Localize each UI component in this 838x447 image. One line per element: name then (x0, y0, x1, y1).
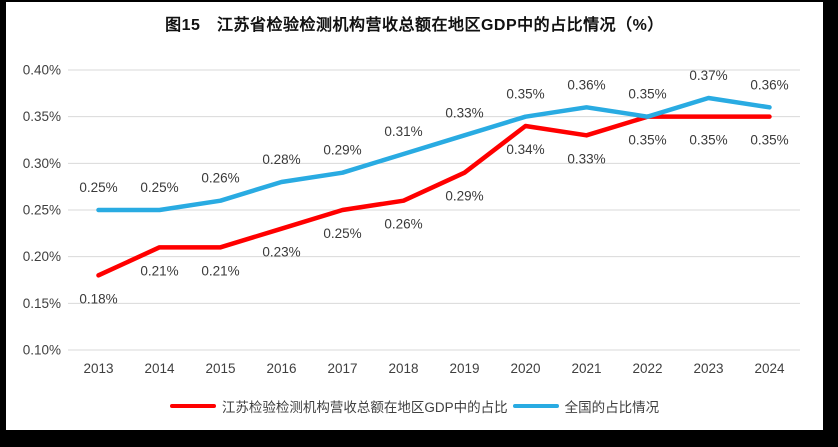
data-point-label: 0.29% (323, 143, 361, 158)
x-axis-tick-label: 2019 (449, 361, 479, 376)
y-axis-tick-label: 0.10% (23, 343, 61, 358)
data-point-label: 0.35% (689, 133, 727, 148)
data-point-label: 0.35% (628, 87, 666, 102)
data-point-label: 0.37% (689, 68, 727, 83)
x-axis-tick-label: 2018 (388, 361, 418, 376)
x-axis-tick-label: 2013 (83, 361, 113, 376)
x-axis-tick-label: 2015 (205, 361, 235, 376)
data-point-label: 0.21% (140, 263, 178, 278)
legend-label-national: 全国的占比情况 (564, 400, 660, 415)
data-point-label: 0.23% (262, 245, 300, 260)
legend-line-red-icon (169, 404, 216, 408)
y-axis-tick-label: 0.20% (23, 249, 61, 264)
data-point-label: 0.34% (506, 142, 544, 157)
data-point-label: 0.21% (201, 263, 239, 278)
data-point-label: 0.35% (750, 133, 788, 148)
data-point-label: 0.25% (323, 226, 361, 241)
data-point-label: 0.35% (506, 87, 544, 102)
chart-legend: 江苏检验检测机构营收总额在地区GDP中的占比 全国的占比情况 (6, 395, 823, 417)
x-axis-tick-label: 2024 (754, 361, 785, 376)
x-axis-tick-label: 2023 (693, 361, 723, 376)
data-point-label: 0.25% (79, 180, 117, 195)
y-axis-tick-label: 0.35% (23, 109, 61, 124)
data-point-label: 0.31% (384, 124, 422, 139)
data-point-label: 0.33% (567, 151, 605, 166)
data-point-label: 0.33% (445, 105, 483, 120)
legend-label-jiangsu: 江苏检验检测机构营收总额在地区GDP中的占比 (221, 400, 508, 415)
legend-line-blue-icon (512, 404, 559, 408)
chart-panel: 图15 江苏省检验检测机构营收总额在地区GDP中的占比情况（%） 0.10% 0.… (6, 2, 823, 430)
chart-title: 图15 江苏省检验检测机构营收总额在地区GDP中的占比情况（%） (165, 17, 664, 34)
x-axis-tick-label: 2021 (571, 361, 601, 376)
data-point-label: 0.26% (201, 171, 239, 186)
data-point-label: 0.36% (750, 77, 788, 92)
series-line-1 (96, 95, 772, 213)
legend-item-national: 全国的占比情况 (512, 396, 660, 416)
y-axis-tick-label: 0.15% (23, 296, 61, 311)
data-point-label: 0.35% (628, 133, 666, 148)
y-axis-tick-label: 0.30% (23, 156, 61, 171)
y-axis-tick-label: 0.40% (23, 63, 61, 78)
x-axis-tick-label: 2016 (266, 361, 296, 376)
data-point-label: 0.26% (384, 217, 422, 232)
data-point-label: 0.29% (445, 189, 483, 204)
x-axis-tick-label: 2020 (510, 361, 540, 376)
series-line-0 (96, 114, 772, 278)
data-point-label: 0.18% (79, 291, 117, 306)
data-point-label: 0.25% (140, 180, 178, 195)
x-axis-tick-label: 2022 (632, 361, 662, 376)
data-point-label: 0.28% (262, 152, 300, 167)
data-point-label: 0.36% (567, 77, 605, 92)
line-chart-canvas: 0.10% 0.15% 0.20% 0.25% 0.30% 0.35% 0.40% 2013 2… (23, 63, 800, 376)
x-axis-tick-label: 2017 (327, 361, 357, 376)
x-axis-tick-label: 2014 (144, 361, 175, 376)
y-axis-tick-label: 0.25% (23, 203, 61, 218)
legend-item-jiangsu: 江苏检验检测机构营收总额在地区GDP中的占比 (169, 396, 508, 416)
